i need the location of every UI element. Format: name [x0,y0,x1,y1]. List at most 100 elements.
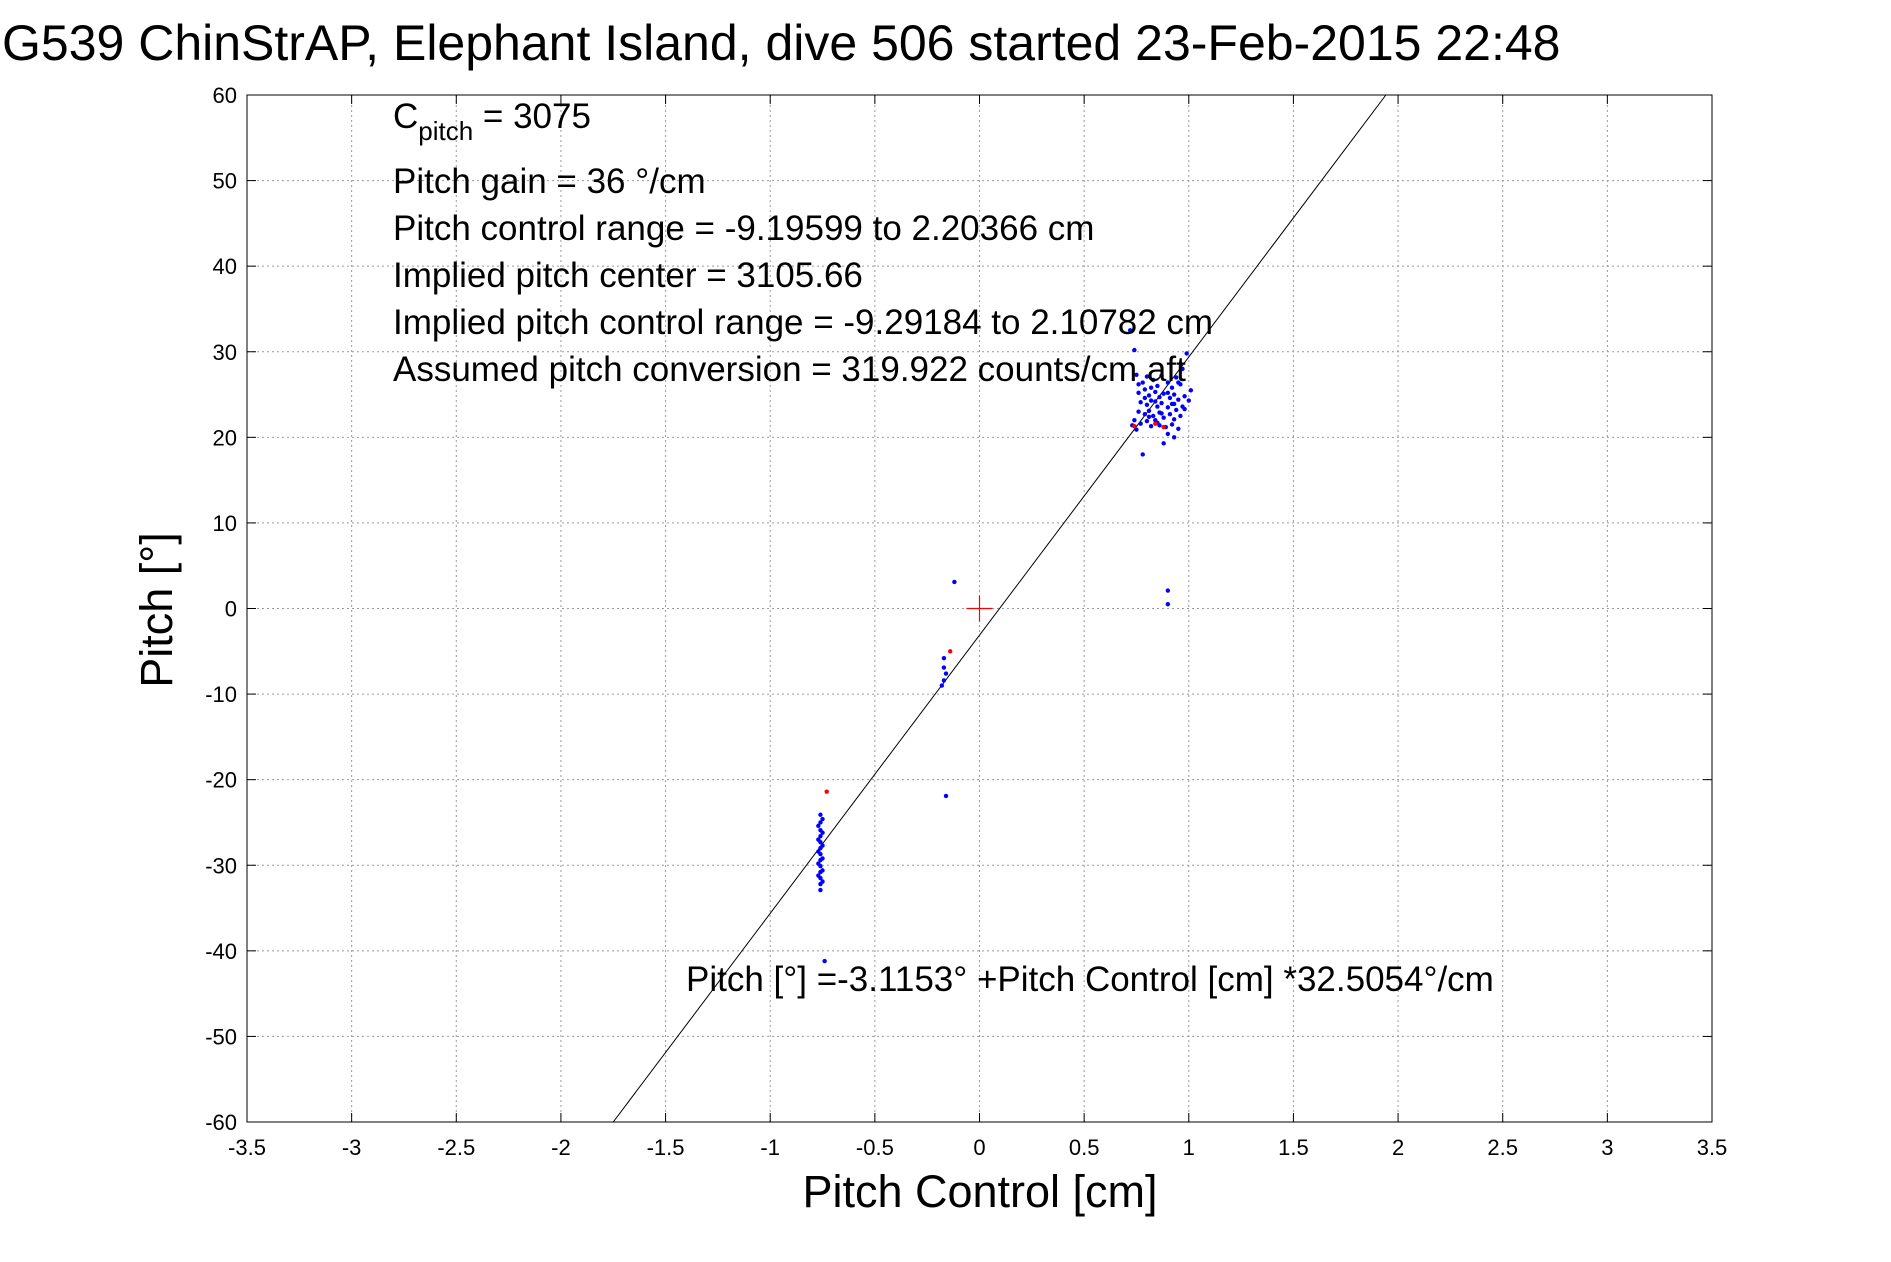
data-point [1188,388,1194,393]
data-point [1136,390,1141,396]
y-tick-label: -50 [205,1024,237,1049]
data-point [1157,423,1162,428]
data-point [820,816,825,822]
data-point [1167,412,1173,417]
pitch-conversion-annotation: Assumed pitch conversion = 319.922 count… [393,350,1186,389]
y-tick-label: -20 [205,768,237,793]
x-tick-label: -2 [551,1135,571,1160]
data-point [1136,382,1141,387]
data-point [1142,412,1148,417]
data-point [820,879,825,884]
data-point [1180,366,1185,372]
y-tick-label: -40 [205,939,237,964]
grid-lines [247,95,1712,1122]
c-pitch-label: C [393,97,418,136]
y-tick-label: -30 [205,853,237,878]
data-point [1176,397,1181,402]
data-point [952,579,957,585]
data-point [1174,407,1179,413]
data-point [1174,375,1179,380]
data-point [1169,422,1175,427]
data-point [818,887,823,893]
x-tick-label: -0.5 [856,1135,894,1160]
data-point [1155,404,1160,409]
data-point [939,683,945,688]
data-point [1132,424,1137,429]
y-tick-label: 40 [213,254,237,279]
data-point [1146,408,1152,414]
data-point [816,849,821,854]
pitch-control-range-annotation: Pitch control range = -9.19599 to 2.2036… [393,209,1094,248]
data-point [1142,387,1148,392]
c-pitch-subscript: pitch [418,116,473,146]
data-point [1176,426,1181,431]
y-axis-label: Pitch [°] [131,532,182,688]
data-point [1157,394,1162,400]
y-tick-label: 30 [213,340,237,365]
data-point [1153,418,1158,423]
x-tick-label: 1 [1183,1135,1195,1160]
data-point [1165,405,1171,410]
data-point [1178,413,1183,419]
data-point [1144,402,1150,408]
x-tick-label: 2 [1392,1135,1404,1160]
data-point [1161,415,1166,420]
data-point [941,655,947,661]
data-point [1153,389,1158,395]
data-point [1165,602,1171,607]
data-point [1140,380,1145,385]
data-point [824,789,829,794]
data-point [1165,390,1171,396]
tick-labels: -3.5 -3 -2.5 -2 -1.5 -1 -0.5 0 0.5 1 1.5 2 2.5 3 3.5 -6… [205,83,1727,1160]
data-point [1142,395,1148,401]
data-point [943,671,949,676]
data-point [1169,385,1175,390]
data-point [820,868,825,873]
data-point [1148,398,1154,403]
data-point [818,812,823,817]
x-tick-label: 0 [973,1135,985,1160]
data-point [1167,395,1173,401]
data-point [941,665,947,670]
fit-line-group [612,94,1387,1123]
c-pitch-value: = 3075 [473,97,591,136]
x-axis-label: Pitch Control [cm] [802,1166,1157,1217]
pitch-gain-annotation: Pitch gain = 36 °/cm [393,162,706,201]
data-point [818,833,823,839]
x-tick-label: 2.5 [1487,1135,1518,1160]
data-point [1146,393,1152,398]
data-point [1165,588,1171,593]
data-point [816,861,821,866]
x-tick-label: -1 [760,1135,780,1160]
data-point [1138,400,1143,405]
data-point [1148,424,1154,429]
data-point [1144,418,1150,424]
x-tick-label: -3 [342,1135,362,1160]
data-point [1161,441,1166,446]
data-point [1132,347,1137,353]
data-point [820,843,825,848]
y-tick-label: -60 [205,1110,237,1135]
y-tick-label: -10 [205,682,237,707]
y-tick-label: 10 [213,511,237,536]
data-point [1182,406,1187,412]
data-point [1165,431,1171,437]
axis-ticks [246,94,1713,1123]
data-point [1136,409,1141,414]
data-point [1161,391,1166,396]
data-point [1127,328,1133,333]
fit-line [612,94,1387,1123]
data-point [941,678,947,683]
x-tick-label: -1.5 [647,1135,685,1160]
c-pitch-annotation: Cpitch = 3075 [393,97,591,146]
implied-pitch-control-range-annotation: Implied pitch control range = -9.29184 t… [393,303,1213,342]
data-point [1138,421,1143,426]
fit-equation-annotation: Pitch [°] =-3.1153° +Pitch Control [cm] … [686,960,1494,999]
data-point [1153,421,1158,426]
data-point [822,958,827,964]
data-point [1184,351,1189,356]
data-point [1186,398,1191,403]
y-tick-label: 60 [213,83,237,108]
data-point [1176,380,1181,385]
